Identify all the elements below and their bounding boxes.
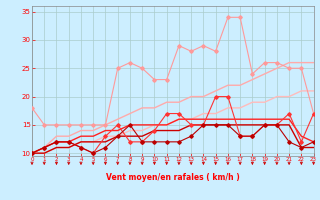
X-axis label: Vent moyen/en rafales ( km/h ): Vent moyen/en rafales ( km/h ) <box>106 174 240 182</box>
